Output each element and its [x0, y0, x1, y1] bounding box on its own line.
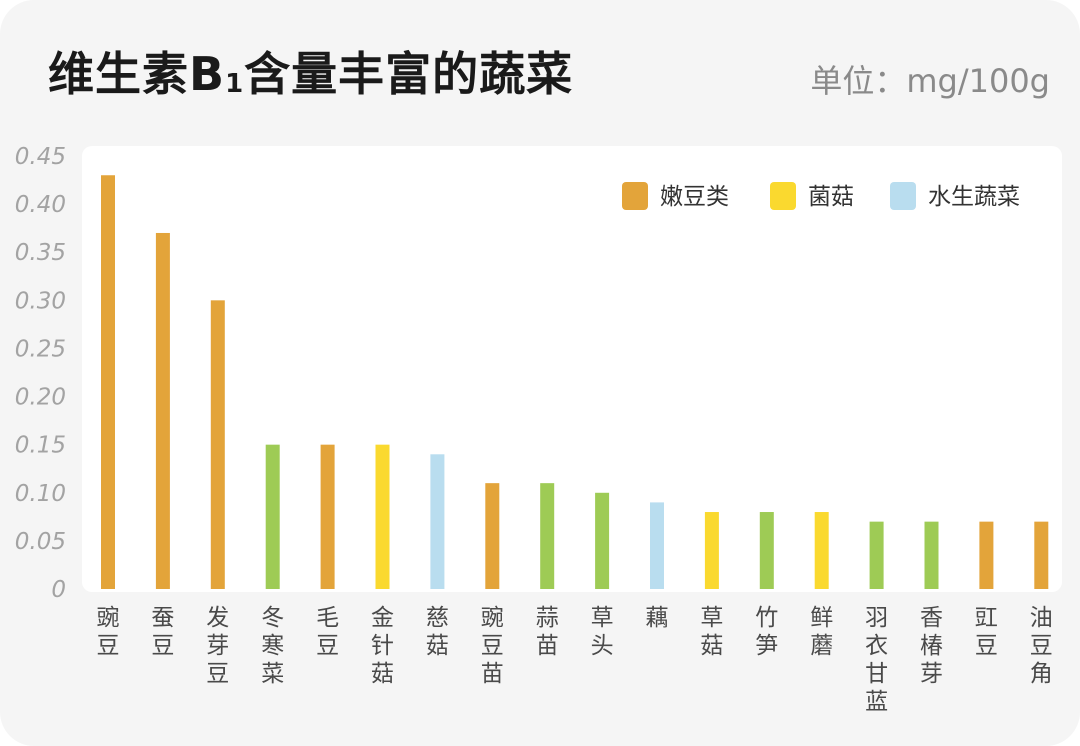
plot-area: [82, 146, 1062, 592]
title-rest: 含量丰富的蔬菜: [244, 47, 574, 101]
bar: [430, 454, 445, 589]
y-tick-label: 0: [51, 577, 66, 603]
x-tick-label: 豌豆: [97, 605, 120, 659]
y-tick-label: 0.35: [15, 240, 66, 266]
x-tick-label: 冬寒菜: [261, 605, 284, 687]
bar: [485, 483, 500, 589]
y-tick-label: 0.45: [15, 144, 66, 170]
x-tick-label: 豇豆: [975, 605, 998, 659]
y-tick-label: 0.20: [15, 385, 66, 411]
bar: [759, 512, 774, 589]
y-tick-label: 0.15: [15, 433, 66, 459]
x-tick-label: 草头: [591, 605, 614, 659]
x-tick-label: 豌豆苗: [481, 605, 504, 687]
y-tick-label: 0.05: [15, 529, 66, 555]
legend-label: 嫩豆类: [660, 184, 729, 210]
chart-title: 维生素B1含量丰富的蔬菜: [48, 38, 573, 104]
title-subscript: 1: [225, 69, 245, 99]
x-tick-label: 藕: [646, 605, 669, 631]
bar: [650, 502, 664, 589]
legend-label: 水生蔬菜: [928, 184, 1020, 210]
y-tick-label: 0.40: [15, 192, 66, 218]
x-tick-label: 羽衣甘蓝: [865, 605, 888, 715]
x-tick-label: 油豆角: [1030, 605, 1053, 687]
bar: [540, 483, 555, 589]
bar: [155, 232, 170, 589]
legend-swatch: [622, 182, 648, 210]
x-tick-label: 蒜苗: [536, 605, 559, 659]
legend-swatch: [890, 182, 916, 210]
x-tick-label: 草菇: [700, 605, 723, 659]
bar: [210, 300, 225, 589]
y-tick-label: 0.25: [15, 336, 66, 362]
x-tick-label: 金针菇: [371, 605, 394, 687]
title-main: 维生素B: [48, 47, 226, 101]
y-tick-label: 0.10: [15, 481, 66, 507]
unit-label: 单位：mg/100g: [810, 62, 1050, 100]
x-tick-label: 鲜蘑: [810, 605, 833, 659]
bar: [265, 444, 280, 589]
bar: [814, 512, 829, 589]
bar: [320, 444, 335, 589]
x-tick-label: 蚕豆: [151, 605, 174, 659]
legend-swatch: [770, 182, 796, 210]
bar: [869, 521, 884, 589]
y-tick-label: 0.30: [15, 288, 66, 314]
bar: [375, 444, 390, 589]
x-tick-label: 竹笋: [755, 605, 778, 659]
x-tick-label: 香椿芽: [920, 605, 943, 687]
bar: [979, 521, 994, 589]
bar: [704, 512, 719, 589]
bar: [924, 521, 939, 589]
x-tick-label: 发芽豆: [206, 605, 229, 687]
x-tick-label: 毛豆: [316, 605, 339, 659]
legend-label: 菌菇: [808, 184, 854, 210]
bar: [595, 492, 610, 589]
bar: [101, 175, 115, 589]
bar: [1034, 521, 1049, 589]
x-tick-label: 慈菇: [426, 605, 449, 659]
